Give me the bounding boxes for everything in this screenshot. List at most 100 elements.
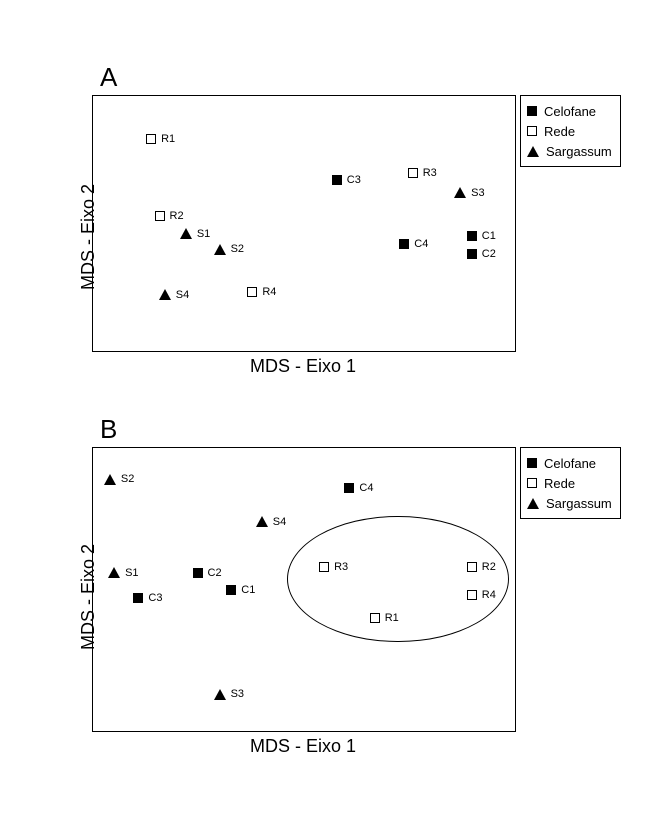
data-point: R1 bbox=[146, 133, 175, 145]
open-square-icon bbox=[247, 287, 257, 297]
open-square-icon bbox=[146, 134, 156, 144]
point-label: R2 bbox=[482, 561, 496, 573]
legend-item: Rede bbox=[527, 121, 612, 141]
filled-square-icon bbox=[467, 249, 477, 259]
data-point: S3 bbox=[214, 688, 244, 700]
point-label: R2 bbox=[170, 210, 184, 222]
filled-square-icon bbox=[527, 458, 537, 468]
triangle-icon bbox=[454, 187, 466, 198]
point-label: S2 bbox=[121, 473, 134, 485]
triangle-icon bbox=[527, 146, 539, 157]
triangle-icon bbox=[527, 498, 539, 509]
point-label: C1 bbox=[241, 584, 255, 596]
point-label: C4 bbox=[359, 482, 373, 494]
point-label: R1 bbox=[385, 612, 399, 624]
xlabel-b: MDS - Eixo 1 bbox=[92, 736, 514, 757]
legend-item: Sargassum bbox=[527, 141, 612, 161]
data-point: R4 bbox=[467, 589, 496, 601]
legend-item: Celofane bbox=[527, 453, 612, 473]
point-label: R3 bbox=[334, 561, 348, 573]
data-point: S1 bbox=[108, 567, 138, 579]
point-label: C2 bbox=[482, 248, 496, 260]
open-square-icon bbox=[467, 590, 477, 600]
triangle-icon bbox=[108, 567, 120, 578]
point-label: S1 bbox=[125, 567, 138, 579]
point-label: C3 bbox=[347, 174, 361, 186]
legend-label: Sargassum bbox=[546, 144, 612, 159]
data-point: R2 bbox=[155, 210, 184, 222]
triangle-icon bbox=[256, 516, 268, 527]
data-point: R3 bbox=[319, 561, 348, 573]
plot-box-a: R1 R2 R3 R4 C1 C2 C3 C4 S1 S2 S3 S4 bbox=[92, 95, 516, 352]
triangle-icon bbox=[159, 289, 171, 300]
legend-label: Rede bbox=[544, 124, 575, 139]
ylabel-a: MDS - Eixo 2 bbox=[78, 184, 99, 290]
data-point: S2 bbox=[104, 473, 134, 485]
point-label: C3 bbox=[148, 592, 162, 604]
panel-letter-b: B bbox=[100, 414, 117, 445]
legend-b: Celofane Rede Sargassum bbox=[520, 447, 621, 519]
data-point: R4 bbox=[247, 286, 276, 298]
page: A R1R2R3R4C1C2C3C4S1S2S3S4 MDS - Eixo 2 … bbox=[0, 0, 645, 819]
data-point: R3 bbox=[408, 167, 437, 179]
point-label: S3 bbox=[231, 688, 244, 700]
legend-item: Sargassum bbox=[527, 493, 612, 513]
filled-square-icon bbox=[527, 106, 537, 116]
triangle-icon bbox=[214, 689, 226, 700]
data-point: S3 bbox=[454, 187, 484, 199]
xlabel-a: MDS - Eixo 1 bbox=[92, 356, 514, 377]
triangle-icon bbox=[180, 228, 192, 239]
data-point: R1 bbox=[370, 612, 399, 624]
data-point: C4 bbox=[399, 238, 428, 250]
filled-square-icon bbox=[226, 585, 236, 595]
point-label: R1 bbox=[161, 133, 175, 145]
data-point: S1 bbox=[180, 228, 210, 240]
open-square-icon bbox=[370, 613, 380, 623]
legend-label: Celofane bbox=[544, 104, 596, 119]
open-square-icon bbox=[467, 562, 477, 572]
point-label: S4 bbox=[176, 289, 189, 301]
filled-square-icon bbox=[193, 568, 203, 578]
legend-a: Celofane Rede Sargassum bbox=[520, 95, 621, 167]
triangle-icon bbox=[214, 244, 226, 255]
triangle-icon bbox=[104, 474, 116, 485]
open-square-icon bbox=[155, 211, 165, 221]
data-point: C3 bbox=[133, 592, 162, 604]
data-point: C2 bbox=[193, 567, 222, 579]
open-square-icon bbox=[319, 562, 329, 572]
point-label: S4 bbox=[273, 516, 286, 528]
filled-square-icon bbox=[332, 175, 342, 185]
data-point: C4 bbox=[344, 482, 373, 494]
legend-label: Rede bbox=[544, 476, 575, 491]
data-point: R2 bbox=[467, 561, 496, 573]
data-point: C1 bbox=[226, 584, 255, 596]
filled-square-icon bbox=[344, 483, 354, 493]
point-label: S2 bbox=[231, 243, 244, 255]
point-label: S1 bbox=[197, 228, 210, 240]
data-point: C2 bbox=[467, 248, 496, 260]
plot-box-b: R1 R2 R3 R4 C1 C2 C3 C4 S1 S2 S3 S4 bbox=[92, 447, 516, 732]
data-point: S4 bbox=[256, 516, 286, 528]
filled-square-icon bbox=[467, 231, 477, 241]
open-square-icon bbox=[408, 168, 418, 178]
point-label: C2 bbox=[208, 567, 222, 579]
point-label: C1 bbox=[482, 230, 496, 242]
ylabel-b: MDS - Eixo 2 bbox=[78, 544, 99, 650]
open-square-icon bbox=[527, 126, 537, 136]
open-square-icon bbox=[527, 478, 537, 488]
legend-label: Sargassum bbox=[546, 496, 612, 511]
legend-label: Celofane bbox=[544, 456, 596, 471]
data-point: C1 bbox=[467, 230, 496, 242]
point-label: R3 bbox=[423, 167, 437, 179]
data-point: S4 bbox=[159, 289, 189, 301]
point-label: R4 bbox=[262, 286, 276, 298]
point-label: R4 bbox=[482, 589, 496, 601]
panel-letter-a: A bbox=[100, 62, 117, 93]
legend-item: Rede bbox=[527, 473, 612, 493]
data-point: S2 bbox=[214, 243, 244, 255]
point-label: C4 bbox=[414, 238, 428, 250]
data-point: C3 bbox=[332, 174, 361, 186]
point-label: S3 bbox=[471, 187, 484, 199]
filled-square-icon bbox=[133, 593, 143, 603]
filled-square-icon bbox=[399, 239, 409, 249]
